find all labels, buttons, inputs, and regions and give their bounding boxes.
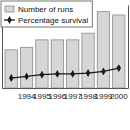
- bar: [82, 33, 94, 88]
- tick-label: 2000: [110, 92, 128, 101]
- bar: [5, 50, 17, 88]
- bar: [20, 47, 32, 88]
- bar: [67, 40, 79, 88]
- axis-line: [3, 88, 129, 89]
- chart: 1994199519961997199819992000 Number of ru…: [0, 0, 130, 130]
- tick: 2000: [110, 88, 128, 101]
- x-axis: 1994199519961997199819992000: [3, 88, 129, 101]
- marker: [55, 70, 60, 78]
- legend-label: Percentage survival: [18, 16, 88, 25]
- marker: [117, 64, 122, 72]
- legend: Number of runs Percentage survival: [1, 1, 92, 27]
- bar: [36, 40, 48, 88]
- marker: [24, 72, 29, 80]
- y2-axis: [128, 6, 129, 89]
- marker: [40, 71, 45, 79]
- marker: [70, 70, 75, 78]
- bar: [51, 40, 63, 88]
- marker: [101, 67, 106, 75]
- axis-line: [128, 6, 129, 89]
- marker: [86, 69, 91, 77]
- bar: [113, 15, 125, 88]
- legend-swatch: [5, 6, 14, 12]
- legend-marker: [7, 16, 12, 24]
- plot-area: [5, 12, 125, 88]
- legend-box: [1, 1, 92, 27]
- legend-label: Number of runs: [18, 5, 73, 14]
- bar: [97, 12, 109, 88]
- marker: [9, 74, 14, 82]
